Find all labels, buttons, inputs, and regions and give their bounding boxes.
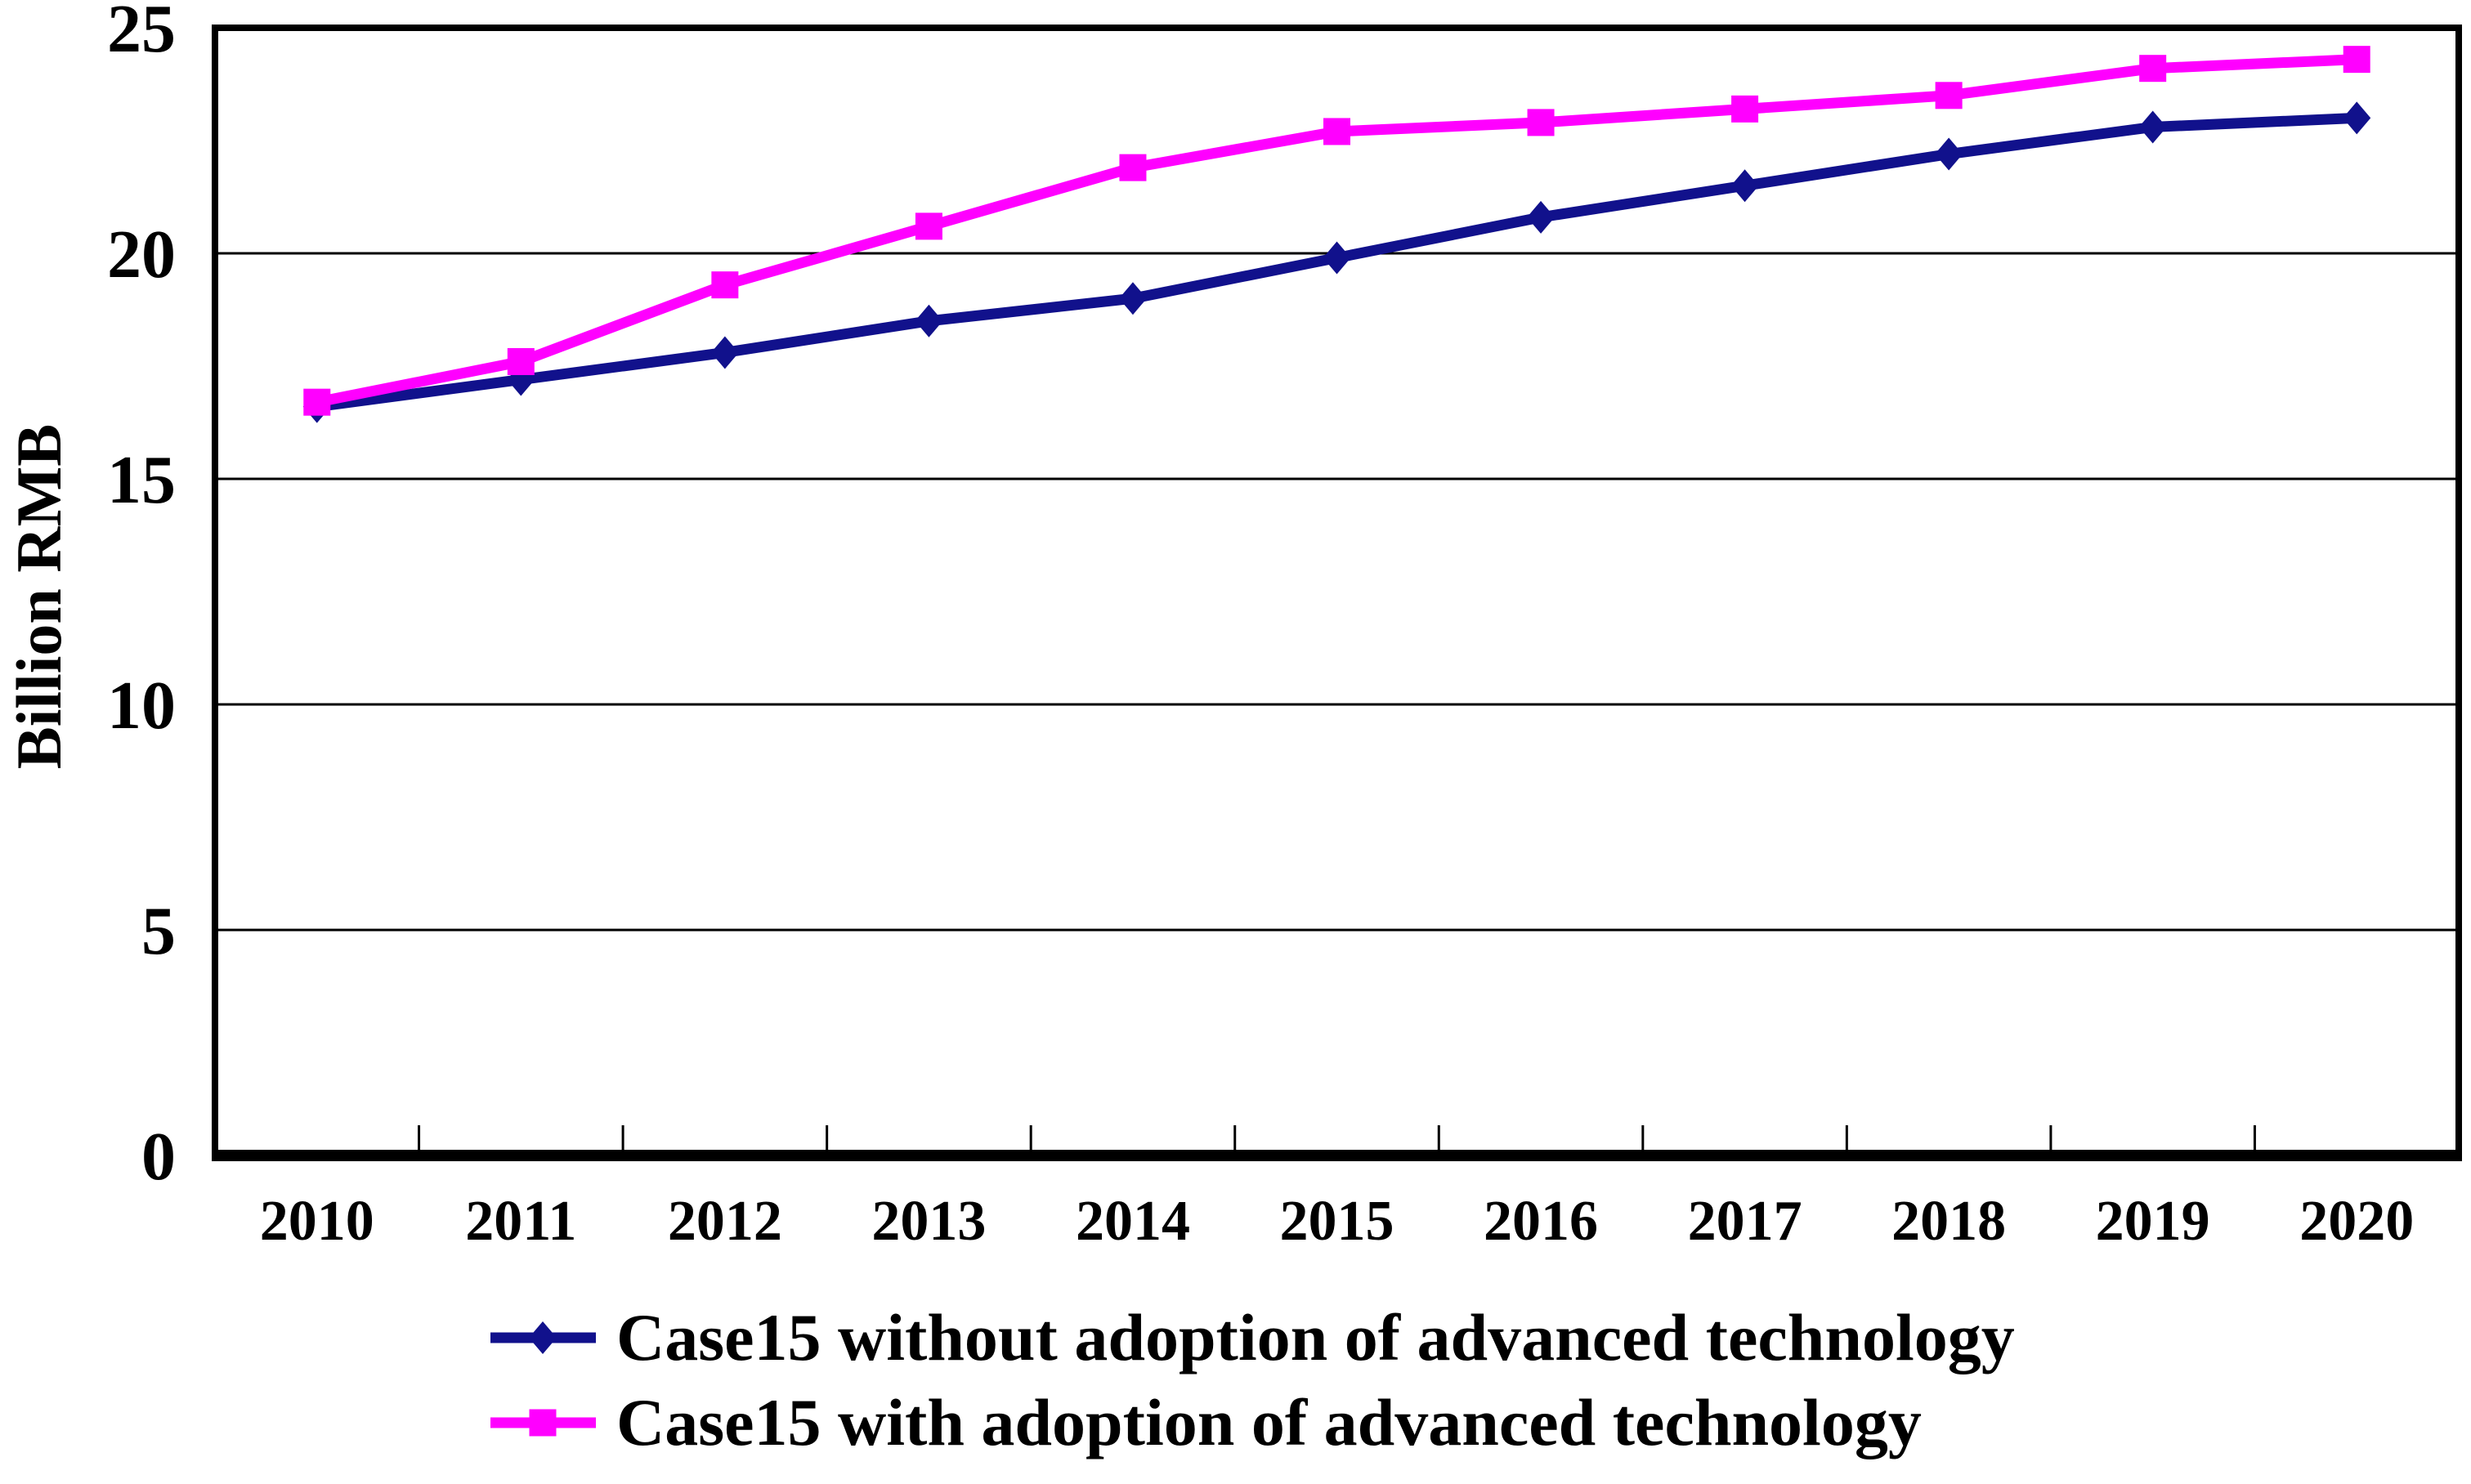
data-marker-square xyxy=(1323,118,1350,145)
data-marker-diamond xyxy=(1118,282,1147,315)
legend-marker-shape xyxy=(529,1409,557,1437)
legend-marker-square-icon xyxy=(490,1409,596,1437)
y-tick-label: 15 xyxy=(107,442,176,518)
data-marker-diamond xyxy=(2343,101,2371,135)
data-marker-diamond xyxy=(710,336,739,369)
x-tick-label: 2019 xyxy=(2096,1190,2210,1253)
data-marker-diamond xyxy=(1935,137,1963,171)
data-marker-square xyxy=(2139,55,2167,83)
y-tick-label: 10 xyxy=(107,668,176,744)
y-tick-label: 20 xyxy=(107,217,176,293)
data-marker-square xyxy=(1935,82,1963,110)
x-tick-label: 2013 xyxy=(871,1190,986,1253)
plot-area: 0 5 10 15 20 25 2010 2011 2012 2013 2014 2015 2016 20… xyxy=(107,0,2462,1253)
data-marker-diamond xyxy=(915,304,943,337)
data-marker-square xyxy=(303,388,331,416)
legend-label-without: Case15 without adoption of advanced tech… xyxy=(616,1300,2015,1374)
x-tick-label: 2014 xyxy=(1076,1190,1190,1253)
data-marker-square xyxy=(1731,95,1759,123)
data-marker-square xyxy=(2343,46,2370,74)
x-tick-label: 2017 xyxy=(1688,1190,1802,1253)
series-line-square xyxy=(316,54,2357,408)
legend-item-with: Case15 with adoption of advanced technol… xyxy=(488,1380,2015,1465)
y-tick-label: 0 xyxy=(141,1119,176,1195)
data-marker-diamond xyxy=(1323,241,1351,275)
x-tick-label: 2020 xyxy=(2299,1190,2414,1253)
data-marker-diamond xyxy=(2138,110,2167,144)
data-marker-square xyxy=(711,271,739,299)
x-tick-label: 2018 xyxy=(1891,1190,2006,1253)
data-marker-diamond xyxy=(1527,200,1556,234)
plot-border xyxy=(212,25,2462,1159)
legend-label-with: Case15 with adoption of advanced technol… xyxy=(616,1385,1922,1459)
y-tick-label: 25 xyxy=(107,0,176,67)
y-tick-label: 5 xyxy=(141,893,176,969)
data-marker-square xyxy=(1119,154,1147,181)
data-marker-square xyxy=(915,212,942,240)
legend: Case15 without adoption of advanced tech… xyxy=(488,1295,2015,1465)
x-tick-label: 2016 xyxy=(1484,1190,1598,1253)
x-tick-label: 2010 xyxy=(260,1190,374,1253)
legend-marker-diamond-icon xyxy=(490,1321,596,1354)
x-tick-label: 2015 xyxy=(1280,1190,1394,1253)
x-tick-label: 2012 xyxy=(668,1190,782,1253)
data-marker-diamond xyxy=(1730,169,1759,203)
legend-item-without: Case15 without adoption of advanced tech… xyxy=(488,1295,2015,1380)
x-tick-label: 2011 xyxy=(465,1190,576,1253)
data-marker-square xyxy=(1527,109,1555,136)
data-marker-square xyxy=(507,347,535,375)
legend-marker-shape xyxy=(529,1321,557,1354)
